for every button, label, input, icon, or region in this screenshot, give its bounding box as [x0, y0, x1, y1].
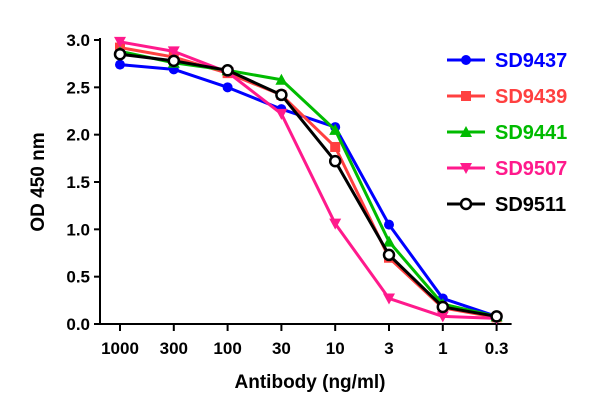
data-point: [222, 82, 233, 93]
legend-item: SD9439: [447, 86, 567, 108]
series-SD9441: [114, 45, 503, 322]
legend-item: SD9511: [447, 194, 566, 216]
legend-item: SD9441: [447, 122, 567, 144]
data-point: [383, 235, 395, 247]
data-point: [167, 54, 181, 68]
legend-label: SD9439: [495, 86, 567, 108]
legend-item: SD9507: [447, 158, 567, 180]
legend-marker: [461, 91, 471, 101]
data-point: [275, 73, 288, 85]
legend-marker: [459, 197, 473, 211]
data-point: [382, 248, 396, 262]
y-tick-label: 0.0: [66, 315, 90, 334]
x-tick-label: 100: [213, 339, 241, 358]
data-point: [275, 88, 288, 102]
legend-marker: [461, 55, 471, 65]
legend-label: SD9511: [495, 194, 566, 216]
data-point: [383, 293, 395, 305]
legend-label: SD9437: [495, 50, 567, 72]
x-tick-label: 10: [326, 339, 345, 358]
x-tick-label: 1: [438, 339, 447, 358]
data-point: [436, 300, 450, 314]
data-point: [221, 64, 234, 77]
legend-label: SD9507: [495, 158, 567, 180]
data-point: [113, 47, 127, 61]
data-point: [436, 311, 449, 323]
data-point: [275, 108, 288, 120]
series-line: [119, 52, 497, 318]
data-point: [329, 123, 342, 135]
series-line: [119, 40, 497, 320]
data-point: [490, 310, 503, 323]
data-point: [384, 219, 394, 230]
series-line: [119, 49, 497, 318]
legend-label: SD9441: [495, 122, 567, 144]
y-axis-label: OD 450 nm: [28, 132, 49, 231]
x-tick-label: 300: [160, 339, 188, 358]
series-SD9507: [114, 36, 503, 325]
data-point: [328, 154, 342, 168]
legend-marker: [460, 126, 472, 137]
data-point: [114, 36, 126, 48]
y-tick-label: 0.5: [66, 268, 90, 287]
data-point: [330, 141, 341, 152]
x-tick-label: 3: [384, 339, 393, 358]
legend-item: SD9437: [447, 50, 567, 72]
data-point: [167, 46, 180, 58]
x-tick-label: 0.3: [485, 339, 509, 358]
data-point: [115, 59, 125, 70]
y-tick-label: 3.0: [66, 31, 90, 50]
series-SD9439: [115, 42, 502, 323]
series-line: [119, 46, 497, 319]
series-SD9437: [115, 59, 502, 322]
y-tick-label: 1.5: [66, 173, 90, 192]
y-tick-label: 2.0: [66, 126, 90, 145]
y-tick-label: 2.5: [66, 78, 90, 97]
x-tick-label: 30: [272, 339, 291, 358]
y-tick-label: 1.0: [66, 220, 90, 239]
series-SD9511: [113, 47, 503, 323]
data-point: [329, 218, 342, 230]
x-axis-label: Antibody (ng/ml): [235, 372, 386, 393]
x-tick-label: 1000: [101, 339, 139, 358]
series-line: [119, 63, 498, 318]
legend-marker: [460, 163, 472, 174]
